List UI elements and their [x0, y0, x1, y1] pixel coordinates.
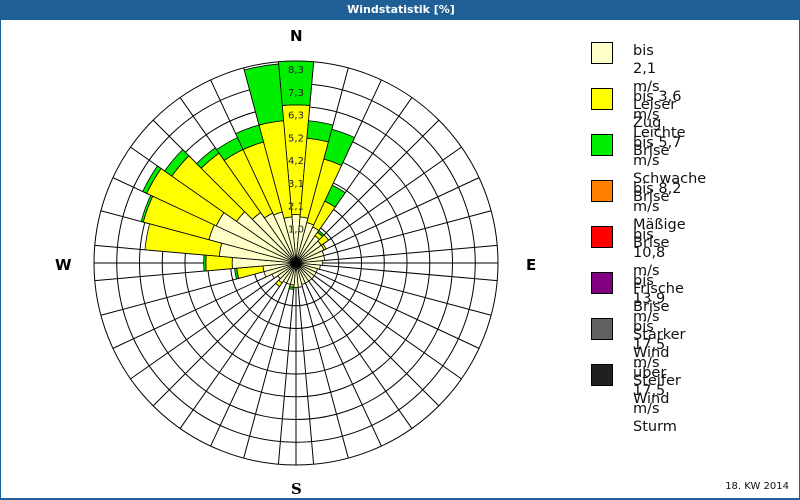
legend-swatch	[591, 226, 613, 248]
legend-range: bis 13,9 m/s	[633, 273, 666, 325]
svg-text:5,2: 5,2	[288, 133, 304, 144]
svg-text:7,3: 7,3	[288, 88, 304, 99]
legend-label: Mäßige Brise	[633, 217, 686, 251]
legend-label: Frische Brise	[633, 281, 684, 315]
legend-range: über 17,5 m/s	[633, 365, 667, 417]
compass-east: E	[526, 256, 537, 274]
legend-swatch	[591, 134, 613, 156]
legend-swatch	[591, 364, 613, 386]
legend-label: Leiser Zug	[633, 97, 677, 131]
legend-label: Schwache Brise	[633, 171, 707, 205]
legend-label: Sturm	[633, 419, 677, 435]
legend-swatch	[591, 180, 613, 202]
week-label: 18. KW 2014	[725, 481, 789, 492]
svg-text:3,1: 3,1	[288, 179, 304, 190]
wind-rose-chart: 1,0 2,1 3,1 4,2 5,2 6,3 7,3 8,3	[93, 60, 499, 466]
chart-title: Windstatistik [%]	[1, 0, 800, 20]
legend-label: Steifer Wind	[633, 373, 681, 407]
legend-swatch	[591, 88, 613, 110]
legend-range: bis 5,7 m/s	[633, 135, 682, 169]
legend-range: bis 2,1 m/s	[633, 43, 660, 95]
legend-range: bis 8,2 m/s	[633, 181, 682, 215]
svg-text:4,2: 4,2	[288, 156, 304, 167]
legend-swatch	[591, 272, 613, 294]
legend-label: Leichte Brise	[633, 125, 686, 159]
legend-range: bis 10,8 m/s	[633, 227, 666, 279]
compass-south: S	[291, 480, 302, 498]
compass-north: N	[290, 27, 303, 45]
legend-range: bis 17,5 m/s	[633, 319, 666, 371]
svg-text:6,3: 6,3	[288, 111, 304, 122]
legend-label: Starker Wind	[633, 327, 686, 361]
svg-text:2,1: 2,1	[288, 202, 304, 213]
svg-text:1,0: 1,0	[288, 224, 304, 235]
svg-text:8,3: 8,3	[288, 65, 304, 76]
legend-range: bis 3,6 m/s	[633, 89, 682, 123]
legend-swatch	[591, 42, 613, 64]
legend-swatch	[591, 318, 613, 340]
compass-west: W	[55, 256, 72, 274]
